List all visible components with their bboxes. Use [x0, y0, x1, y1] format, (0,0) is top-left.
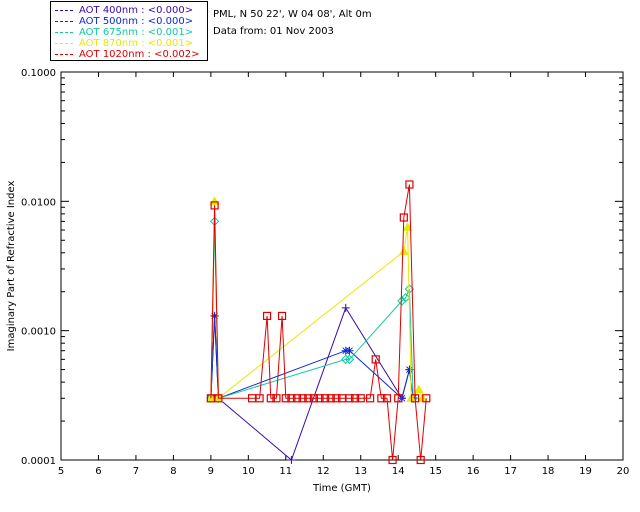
x-tick-label: 11 [279, 466, 292, 477]
data-point-square [262, 311, 272, 321]
x-tick-label: 19 [579, 466, 592, 477]
legend-item-1020: AOT 1020nm : <0.002> [55, 49, 199, 61]
x-tick-label: 7 [133, 466, 139, 477]
data-point-square [272, 394, 281, 403]
data-point-triangle [413, 384, 424, 394]
legend-label: AOT 1020nm : <0.002> [79, 49, 200, 60]
data-point-square [416, 455, 425, 465]
data-point-triangle [209, 196, 220, 205]
data-point-diamond [400, 292, 411, 303]
x-tick-label: 20 [617, 466, 630, 477]
data-point-square [326, 394, 335, 403]
data-point-square [255, 394, 264, 403]
legend-label: AOT 500nm : <0.000> [79, 16, 194, 27]
plot-frame [60, 71, 624, 461]
data-point-square [356, 394, 365, 403]
data-point-square [210, 201, 219, 210]
axis-ticks: 5 6 7 8 9 10 11 12 13 14 15 16 17 18 19 20 0.0001 0.0010 0… [21, 68, 629, 477]
x-tick-label: 9 [208, 466, 214, 477]
data-point-square [315, 394, 324, 403]
data-point-square [388, 455, 397, 465]
series-line [210, 315, 414, 400]
data-point-square [287, 394, 296, 403]
series-2 [206, 216, 418, 403]
data-point-diamond [397, 296, 407, 306]
data-point-plus [287, 456, 296, 464]
data-point-square [266, 394, 275, 403]
y-tick-label: 0.0001 [21, 456, 56, 467]
x-tick-label: 17 [504, 466, 517, 477]
data-point-square [382, 394, 392, 403]
data-point-square [277, 311, 287, 321]
data-point-square [298, 394, 307, 403]
data-point-square [304, 394, 313, 403]
x-tick-label: 16 [467, 466, 480, 477]
data-point-square [321, 394, 330, 403]
data-point-square [366, 394, 375, 403]
date-text: Data from: 01 Nov 2003 [213, 26, 334, 37]
data-point-square [410, 394, 420, 403]
y-tick-label: 0.1000 [21, 68, 56, 79]
data-point-triangle [402, 222, 413, 231]
data-point-triangle [398, 246, 409, 255]
y-tick-label: 0.0010 [21, 327, 56, 338]
data-point-square [405, 180, 414, 189]
data-point-plus [341, 303, 350, 312]
series-line [210, 221, 414, 399]
data-point-square [214, 394, 223, 403]
series-1 [206, 311, 418, 403]
legend-swatch [55, 53, 73, 55]
data-point-square [332, 394, 341, 403]
legend-item-500: AOT 500nm : <0.000> [55, 16, 193, 28]
legend-swatch [55, 42, 73, 44]
data-point-square [399, 213, 408, 222]
data-point-star [345, 346, 354, 355]
x-tick-label: 12 [317, 466, 330, 477]
legend-item-400: AOT 400nm : <0.000> [55, 5, 193, 17]
y-axis-label: Imaginary Part of Refractive Index [6, 181, 17, 352]
data-point-square [292, 394, 302, 403]
x-tick-label: 18 [542, 466, 555, 477]
legend-swatch [55, 31, 73, 33]
x-tick-label: 15 [429, 466, 442, 477]
legend: AOT 400nm : <0.000> AOT 500nm : <0.000> … [50, 1, 208, 61]
series-4 [206, 180, 431, 465]
series-0 [206, 303, 414, 464]
data-point-square [371, 355, 380, 364]
legend-item-870: AOT 870nm : <0.001> [55, 38, 193, 50]
data-point-diamond [341, 354, 351, 365]
data-point-square [345, 394, 354, 403]
data-point-square [351, 394, 360, 403]
x-tick-label: 14 [392, 466, 405, 477]
data-point-square [394, 394, 403, 403]
data-point-square [281, 394, 290, 403]
legend-label: AOT 675nm : <0.001> [79, 27, 194, 38]
x-tick-label: 8 [170, 466, 176, 477]
legend-label: AOT 870nm : <0.001> [79, 38, 194, 49]
x-tick-label: 13 [354, 466, 367, 477]
series-layer [206, 180, 431, 465]
x-tick-label: 6 [95, 466, 101, 477]
x-tick-label: 5 [58, 466, 64, 477]
legend-swatch [55, 20, 73, 22]
data-point-square [422, 394, 431, 403]
data-point-diamond [344, 354, 355, 365]
data-point-star [405, 365, 414, 374]
legend-label: AOT 400nm : <0.000> [79, 5, 194, 16]
legend-swatch [55, 9, 73, 11]
x-tick-label: 10 [242, 466, 255, 477]
location-text: PML, N 50 22', W 04 08', Alt 0m [213, 9, 372, 20]
x-axis-label: Time (GMT) [312, 483, 371, 494]
data-point-square [309, 394, 318, 403]
data-point-square [377, 394, 386, 403]
series-line [210, 184, 427, 461]
legend-item-675: AOT 675nm : <0.001> [55, 27, 193, 39]
series-3 [206, 196, 428, 402]
data-point-star [210, 311, 219, 320]
y-tick-label: 0.0100 [21, 197, 56, 208]
